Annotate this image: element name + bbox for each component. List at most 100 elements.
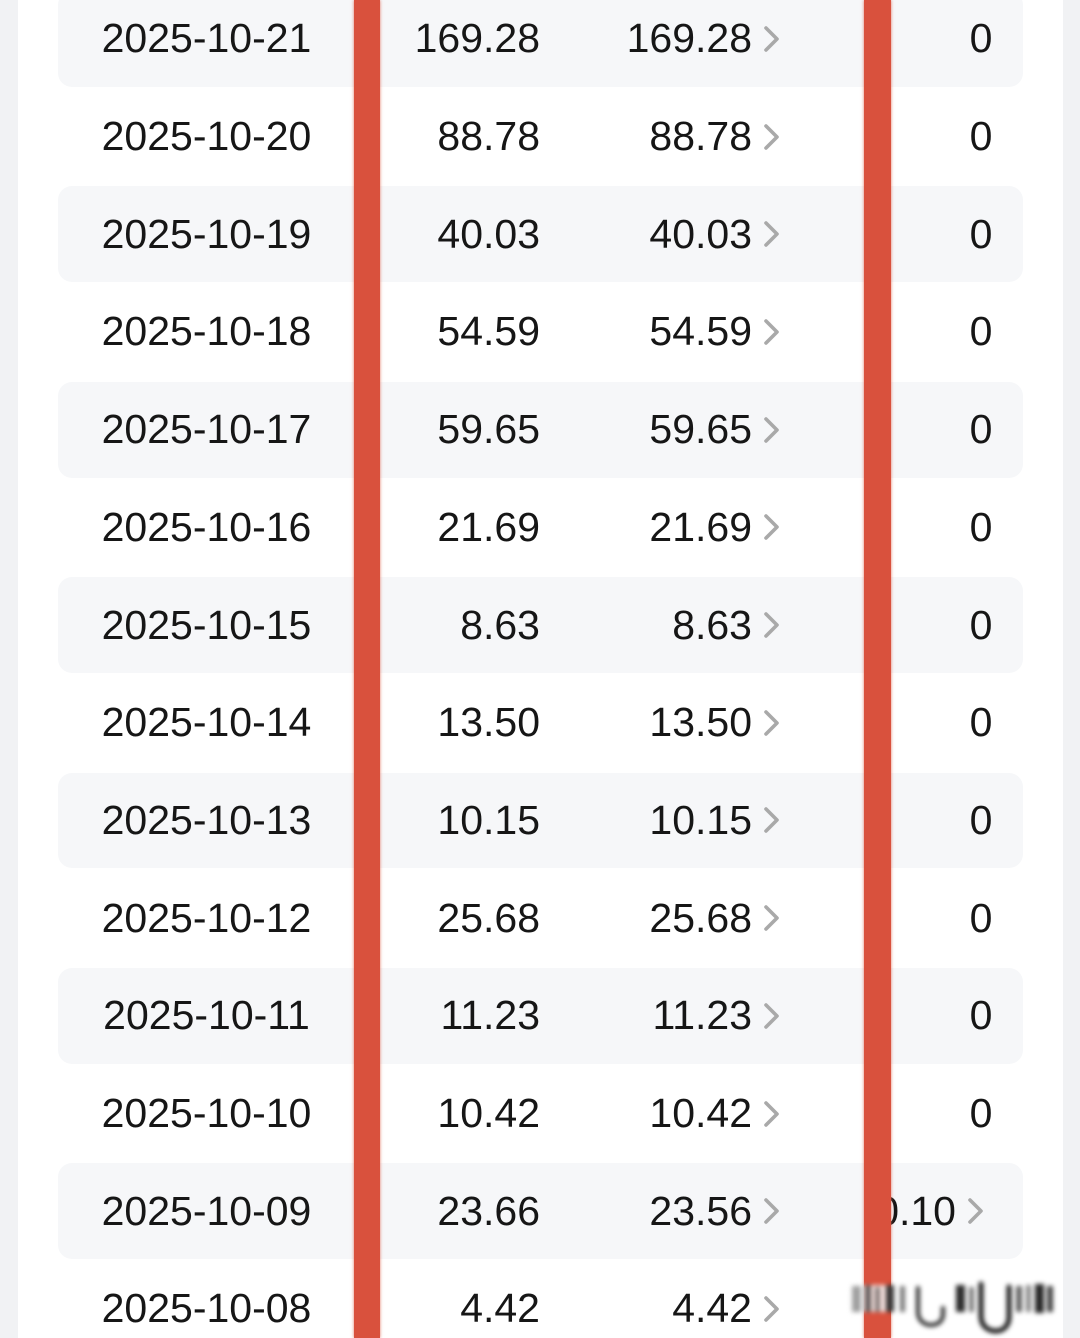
amount-detail-value: 88.78 xyxy=(649,113,752,160)
chevron-right-icon xyxy=(764,416,779,443)
date-cell: 2025-10-17 xyxy=(101,406,312,453)
date-cell: 2025-10-10 xyxy=(101,1090,312,1137)
extra-amount-cell: 0 xyxy=(891,283,1071,381)
chevron-right-icon xyxy=(764,319,779,345)
extra-amount-value: 0 xyxy=(969,406,993,453)
row-stripe xyxy=(58,186,1023,283)
daily-amount-cell: 13.50 xyxy=(437,699,540,746)
amount-detail-cell[interactable]: 8.63 xyxy=(556,576,782,674)
date-cell: 2025-10-12 xyxy=(101,894,312,941)
date-cell: 2025-10-16 xyxy=(101,503,312,550)
daily-amount-cell: 21.69 xyxy=(437,503,540,550)
amount-detail-cell[interactable]: 13.50 xyxy=(556,674,782,772)
table-row: 2025-10-13 10.15 10.15 0 xyxy=(0,772,1080,870)
amount-detail-cell[interactable]: 23.56 xyxy=(556,1162,782,1260)
daily-amount-cell: 10.15 xyxy=(437,796,540,843)
extra-amount-cell: 0 xyxy=(891,88,1071,186)
amount-detail-cell[interactable]: 88.78 xyxy=(556,88,782,186)
amount-detail-value: 4.42 xyxy=(672,1285,752,1332)
redaction-bar-right xyxy=(864,0,891,1338)
chevron-right-icon xyxy=(764,514,779,541)
daily-amount-cell: 54.59 xyxy=(437,308,540,355)
amount-detail-cell[interactable]: 10.42 xyxy=(556,1065,782,1163)
row-stripe xyxy=(58,0,1023,87)
table-row: 2025-10-11 11.23 11.23 0 xyxy=(0,967,1080,1065)
daily-amount-cell: 40.03 xyxy=(437,210,540,257)
row-stripe xyxy=(58,381,1023,478)
table-row: 2025-10-18 54.59 54.59 0 xyxy=(0,283,1080,381)
table-row: 2025-10-21 169.28 169.28 0 xyxy=(0,0,1080,88)
table-row: 2025-10-10 10.42 10.42 0 xyxy=(0,1065,1080,1163)
daily-amount-cell: 59.65 xyxy=(437,406,540,453)
date-cell: 2025-10-14 xyxy=(101,699,312,746)
amount-detail-cell[interactable]: 54.59 xyxy=(556,283,782,381)
amount-detail-cell[interactable]: 169.28 xyxy=(556,0,782,88)
amount-detail-cell[interactable]: 40.03 xyxy=(556,185,782,283)
extra-amount-cell: 0 xyxy=(891,869,1071,967)
row-stripe xyxy=(58,577,1023,673)
table-row: 2025-10-09 23.66 23.56 0.10 xyxy=(0,1162,1080,1260)
daily-amount-cell: 4.42 xyxy=(460,1285,540,1332)
daily-amount-cell: 8.63 xyxy=(460,601,540,648)
table-row: 2025-10-08 4.42 4.42 xyxy=(0,1260,1080,1338)
amount-detail-cell[interactable]: 10.15 xyxy=(556,772,782,870)
daily-amount-cell: 11.23 xyxy=(440,992,540,1039)
table-row: 2025-10-19 40.03 40.03 0 xyxy=(0,185,1080,283)
amount-detail-value: 40.03 xyxy=(649,210,752,257)
amount-detail-value: 25.68 xyxy=(649,894,752,941)
amount-detail-cell[interactable]: 59.65 xyxy=(556,381,782,479)
extra-amount-value: 0 xyxy=(969,699,993,746)
chevron-right-icon xyxy=(764,123,779,150)
amount-detail-cell[interactable]: 21.69 xyxy=(556,479,782,577)
amount-detail-value: 23.56 xyxy=(649,1187,752,1234)
chevron-right-icon xyxy=(764,612,779,638)
chevron-right-icon xyxy=(764,1198,779,1225)
daily-amount-cell: 88.78 xyxy=(437,113,540,160)
blurred-watermark-glyphs xyxy=(848,1281,1054,1334)
extra-amount-value: 0 xyxy=(969,15,993,62)
daily-amount-cell: 25.68 xyxy=(437,894,540,941)
amount-detail-value: 169.28 xyxy=(626,15,752,62)
chevron-right-icon xyxy=(764,1296,779,1322)
chevron-right-icon xyxy=(764,26,779,52)
amount-detail-cell[interactable]: 25.68 xyxy=(556,869,782,967)
amount-detail-value: 54.59 xyxy=(649,308,752,355)
extra-amount-cell: 0 xyxy=(891,479,1071,577)
amount-detail-value: 59.65 xyxy=(649,406,752,453)
amount-detail-value: 10.42 xyxy=(649,1090,752,1137)
extra-amount-value: 0 xyxy=(969,308,993,355)
table-row: 2025-10-15 8.63 8.63 0 xyxy=(0,576,1080,674)
chevron-right-icon xyxy=(764,709,779,736)
extra-amount-cell: 0 xyxy=(891,674,1071,772)
amount-detail-value: 13.50 xyxy=(649,699,752,746)
extra-amount-cell: 0 xyxy=(891,185,1071,283)
extra-amount-value: 0 xyxy=(969,1090,993,1137)
amount-detail-value: 10.15 xyxy=(649,796,752,843)
date-cell: 2025-10-15 xyxy=(101,601,312,648)
extra-amount-value: 0 xyxy=(969,503,993,550)
extra-amount-value: 0 xyxy=(969,210,993,257)
table-row: 2025-10-12 25.68 25.68 0 xyxy=(0,869,1080,967)
date-cell: 2025-10-21 xyxy=(101,15,312,62)
date-cell: 2025-10-08 xyxy=(101,1285,312,1332)
amount-detail-cell[interactable]: 11.23 xyxy=(556,967,782,1065)
extra-amount-value: 0 xyxy=(969,113,993,160)
chevron-right-icon xyxy=(764,221,779,248)
extra-amount-value: 0 xyxy=(969,894,993,941)
chevron-right-icon xyxy=(764,1100,779,1127)
date-cell: 2025-10-09 xyxy=(101,1187,312,1234)
extra-amount-value: 0 xyxy=(969,992,993,1039)
redaction-bar-left xyxy=(354,0,380,1338)
extra-amount-value: 0 xyxy=(969,601,993,648)
date-cell: 2025-10-13 xyxy=(101,796,312,843)
amount-detail-cell[interactable]: 4.42 xyxy=(556,1260,782,1338)
table-row: 2025-10-16 21.69 21.69 0 xyxy=(0,479,1080,577)
table-row: 2025-10-17 59.65 59.65 0 xyxy=(0,381,1080,479)
extra-amount-cell: 0 xyxy=(891,772,1071,870)
chevron-right-icon xyxy=(968,1198,983,1225)
daily-amount-cell: 23.66 xyxy=(437,1187,540,1234)
row-stripe xyxy=(58,1163,1023,1260)
amount-detail-value: 21.69 xyxy=(649,503,752,550)
